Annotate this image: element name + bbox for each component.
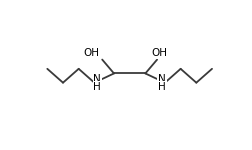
Text: H: H [93, 82, 101, 92]
Text: N: N [158, 74, 165, 84]
Text: H: H [158, 82, 165, 92]
Text: OH: OH [83, 48, 99, 58]
Text: N: N [93, 74, 101, 84]
Text: OH: OH [150, 48, 166, 58]
